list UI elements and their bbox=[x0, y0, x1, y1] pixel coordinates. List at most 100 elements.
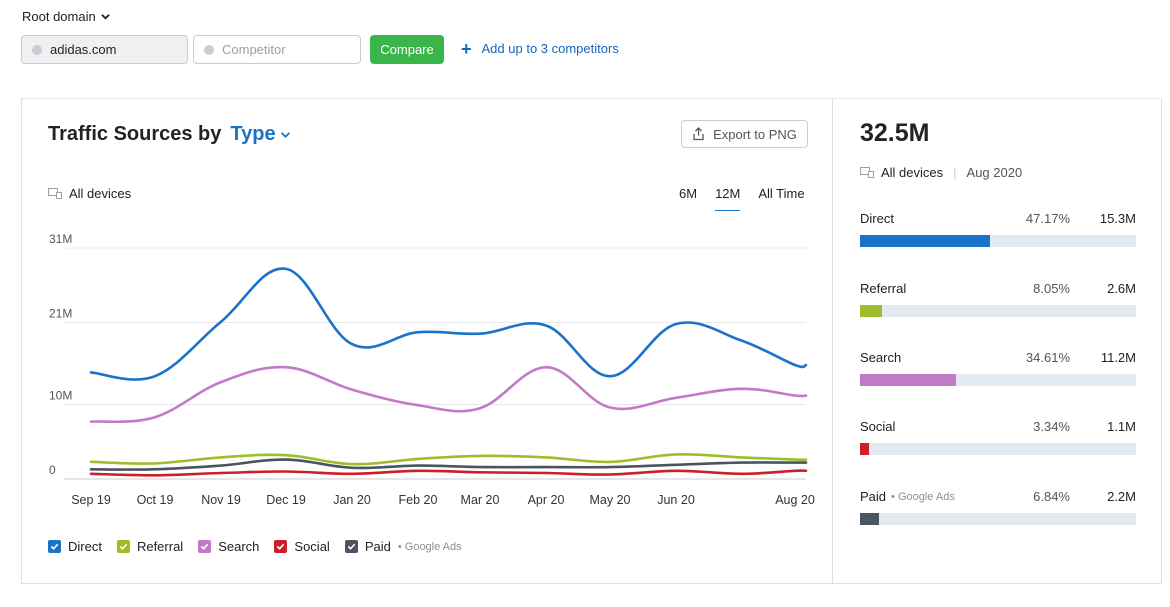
export-png-button[interactable]: Export to PNG bbox=[681, 120, 808, 148]
x-tick-label: Mar 20 bbox=[461, 493, 500, 507]
breakdown-percent: 47.17% bbox=[1025, 211, 1070, 226]
x-tick-label: Apr 20 bbox=[528, 493, 565, 507]
add-competitors-link[interactable]: + Add up to 3 competitors bbox=[461, 38, 619, 59]
competitor-placeholder: Competitor bbox=[222, 42, 286, 57]
x-tick-label: May 20 bbox=[590, 493, 631, 507]
breakdown-bar-track bbox=[860, 513, 1136, 525]
compare-button[interactable]: Compare bbox=[370, 35, 444, 64]
legend-item-paid[interactable]: Paid • Google Ads bbox=[344, 539, 462, 554]
checkbox-checked-icon[interactable] bbox=[198, 540, 212, 553]
x-tick-label: Oct 19 bbox=[137, 493, 174, 507]
devices-icon bbox=[860, 167, 874, 178]
breakdown-bar-fill-paid bbox=[860, 513, 879, 525]
add-competitors-label: Add up to 3 competitors bbox=[481, 41, 619, 56]
checkbox-checked-icon[interactable] bbox=[344, 540, 358, 553]
chevron-down-icon bbox=[280, 132, 290, 138]
breakdown-suffix: • Google Ads bbox=[891, 490, 955, 503]
breakdown-percent: 6.84% bbox=[1033, 489, 1070, 504]
legend-label: Referral bbox=[136, 539, 184, 554]
breakdown-bar-track bbox=[860, 374, 1136, 386]
series-line-paid[interactable] bbox=[89, 458, 808, 471]
devices-filter[interactable]: All devices bbox=[48, 186, 131, 201]
breakdown-label: Referral bbox=[860, 281, 907, 296]
breakdown-row-referral: Referral 8.05% 2.6M bbox=[860, 281, 1136, 317]
breakdown-label: Search bbox=[860, 350, 902, 365]
competitor-input[interactable]: Competitor bbox=[193, 35, 361, 64]
breakdown-percent: 3.34% bbox=[1033, 419, 1070, 434]
breakdown-value: 11.2M bbox=[1100, 350, 1136, 365]
total-visits: 32.5M bbox=[860, 119, 930, 147]
type-dropdown[interactable]: Type bbox=[230, 123, 290, 146]
summary-devices: All devices | Aug 2020 bbox=[860, 165, 1022, 180]
separator: | bbox=[953, 165, 957, 180]
breakdown-percent: 34.61% bbox=[1025, 350, 1070, 365]
breakdown-bar-fill-social bbox=[860, 443, 870, 455]
x-tick-label: Sep 19 bbox=[71, 493, 111, 507]
legend-suffix: • Google Ads bbox=[397, 540, 462, 553]
breakdown-row-paid: Paid • Google Ads 6.84% 2.2M bbox=[860, 489, 1136, 525]
root-domain-dropdown[interactable]: Root domain bbox=[22, 9, 110, 24]
widget-title: Traffic Sources by Type bbox=[48, 123, 291, 146]
y-tick-label: 10M bbox=[49, 388, 72, 402]
series-line-direct[interactable] bbox=[89, 267, 808, 381]
domain-input[interactable]: adidas.com bbox=[21, 35, 188, 64]
breakdown-bar-track bbox=[860, 305, 1136, 317]
breakdown-value: 1.1M bbox=[1107, 419, 1136, 434]
breakdown-bar-track bbox=[860, 235, 1136, 247]
x-tick-label: Aug 20 bbox=[775, 493, 815, 507]
breakdown-value: 2.6M bbox=[1107, 281, 1136, 296]
breakdown-label: Social bbox=[860, 419, 896, 434]
competitor-color-dot-icon bbox=[204, 44, 214, 55]
legend-label: Direct bbox=[68, 539, 102, 554]
devices-label: All devices bbox=[69, 186, 132, 201]
breakdown-bar-fill-search bbox=[860, 374, 956, 386]
x-tick-label: Feb 20 bbox=[399, 493, 438, 507]
devices-icon bbox=[48, 188, 62, 199]
domain-color-dot-icon bbox=[32, 44, 42, 55]
domain-value: adidas.com bbox=[50, 42, 117, 57]
series-line-search[interactable] bbox=[89, 365, 808, 424]
export-icon bbox=[693, 127, 704, 141]
legend-label: Search bbox=[218, 539, 260, 554]
breakdown-value: 15.3M bbox=[1099, 211, 1136, 226]
breakdown-value: 2.2M bbox=[1107, 489, 1136, 504]
chevron-down-icon bbox=[100, 14, 110, 20]
x-tick-label: Dec 19 bbox=[266, 493, 306, 507]
tab-6m[interactable]: 6M bbox=[679, 186, 698, 201]
legend-item-direct[interactable]: Direct bbox=[48, 539, 102, 554]
y-tick-label: 21M bbox=[49, 307, 72, 321]
type-dropdown-label: Type bbox=[230, 123, 276, 145]
tab-12m[interactable]: 12M bbox=[715, 186, 741, 211]
legend-label: Social bbox=[294, 539, 330, 554]
series-line-social[interactable] bbox=[89, 469, 808, 477]
series-line-referral[interactable] bbox=[89, 452, 808, 466]
checkbox-checked-icon[interactable] bbox=[48, 540, 61, 553]
checkbox-checked-icon[interactable] bbox=[116, 540, 130, 553]
breakdown-label: Direct bbox=[860, 211, 894, 226]
checkbox-checked-icon[interactable] bbox=[274, 540, 288, 553]
breakdown-percent: 8.05% bbox=[1033, 281, 1070, 296]
legend-label: Paid bbox=[364, 539, 391, 554]
x-tick-label: Jan 20 bbox=[333, 493, 371, 507]
breakdown-row-search: Search 34.61% 11.2M bbox=[860, 350, 1136, 386]
breakdown-row-social: Social 3.34% 1.1M bbox=[860, 419, 1136, 455]
card-divider bbox=[832, 98, 833, 584]
summary-date: Aug 2020 bbox=[966, 165, 1023, 180]
x-tick-label: Nov 19 bbox=[201, 493, 241, 507]
y-tick-label: 0 bbox=[49, 463, 56, 477]
plus-icon: + bbox=[461, 38, 472, 59]
traffic-sources-card bbox=[21, 98, 1162, 584]
tab-all-time[interactable]: All Time bbox=[758, 186, 805, 201]
root-domain-label: Root domain bbox=[22, 9, 96, 24]
breakdown-bar-fill-direct bbox=[860, 235, 991, 247]
legend-item-referral[interactable]: Referral bbox=[116, 539, 184, 554]
chart-legend: Direct Referral Search Social Paid • Google A… bbox=[48, 539, 462, 554]
widget-title-prefix: Traffic Sources by bbox=[48, 123, 222, 145]
period-tabs: 6M 12M All Time bbox=[679, 186, 805, 211]
legend-item-social[interactable]: Social bbox=[274, 539, 330, 554]
y-tick-label: 31M bbox=[49, 232, 72, 246]
export-label: Export to PNG bbox=[713, 126, 797, 142]
summary-devices-label: All devices bbox=[881, 165, 944, 180]
legend-item-search[interactable]: Search bbox=[198, 539, 259, 554]
